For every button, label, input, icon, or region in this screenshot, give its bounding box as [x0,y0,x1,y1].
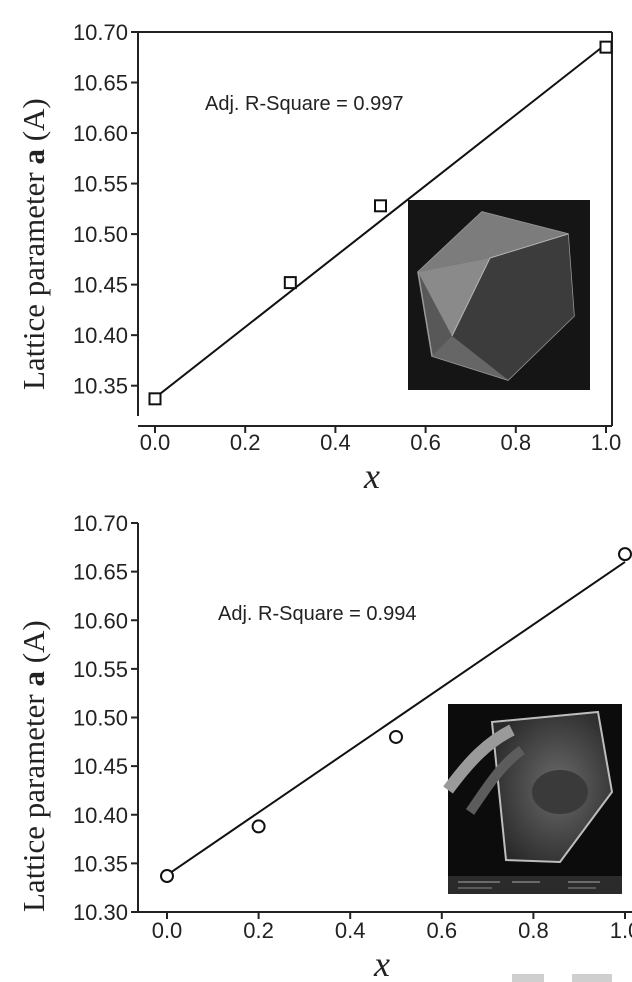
x-tick-labels-top: 0.0 0.2 0.4 0.6 0.8 1.0 [140,430,622,455]
y-tick-label: 10.70 [73,20,128,45]
data-point [619,548,631,560]
data-point [285,277,296,288]
x-tick-label: 0.0 [152,918,183,943]
x-tick-label: 0.0 [140,430,171,455]
y-tick-label: 10.55 [73,172,128,197]
x-tick-label: 1.0 [591,430,622,455]
data-point [150,393,161,404]
edge-artifact [572,974,612,982]
y-tick-label: 10.45 [73,754,128,779]
y-tick-label: 10.65 [73,71,128,96]
x-tick-label: 0.8 [501,430,532,455]
y-tick-label: 10.70 [73,511,128,536]
y-tick-label: 10.55 [73,657,128,682]
x-tick-label: 0.8 [518,918,549,943]
y-tick-label: 10.45 [73,273,128,298]
y-tick-labels-top: 10.35 10.40 10.45 10.50 10.55 10.60 10.65 10.70 [73,20,128,399]
x-tick-label: 0.4 [320,430,351,455]
sem-crystal-image [448,704,622,894]
y-tick-label: 10.40 [73,803,128,828]
sem-octahedral-crystal-image [408,200,590,390]
y-tick-label: 10.60 [73,121,128,146]
y-tick-label: 10.60 [73,608,128,633]
data-point [375,200,386,211]
edge-artifact [512,974,544,982]
x-axis-label-bottom: x [373,944,390,982]
y-tick-labels-bottom: 10.30 10.35 10.40 10.45 10.50 10.55 10.60 10.65… [73,511,128,925]
panel-top: 10.35 10.40 10.45 10.50 10.55 10.60 10.65 10.70… [16,20,621,496]
x-tick-label: 0.2 [243,918,274,943]
data-point [253,820,265,832]
x-tick-label: 0.6 [427,918,458,943]
y-axis-label-bottom: Lattice parameter a (A) [16,620,51,912]
x-axis-label-top: x [363,456,380,496]
panel-bottom: 10.30 10.35 10.40 10.45 10.50 10.55 10.60 10.65… [16,511,632,982]
x-tick-labels-bottom: 0.0 0.2 0.4 0.6 0.8 1.0 [152,918,632,943]
data-point [601,42,612,53]
y-tick-label: 10.35 [73,374,128,399]
y-tick-label: 10.30 [73,900,128,925]
y-tick-label: 10.65 [73,560,128,585]
y-tick-label: 10.35 [73,851,128,876]
x-tick-label: 0.4 [335,918,366,943]
y-axis-label-top: Lattice parameter a (A) [16,98,51,390]
x-tick-label: 0.6 [410,430,441,455]
y-tick-label: 10.50 [73,706,128,731]
y-tick-label: 10.50 [73,222,128,247]
data-point [390,731,402,743]
r-square-annotation-bottom: Adj. R-Square = 0.994 [218,603,416,625]
x-tick-label: 0.2 [230,430,261,455]
y-tick-label: 10.40 [73,323,128,348]
r-square-annotation-top: Adj. R-Square = 0.997 [205,93,403,115]
data-point [161,870,173,882]
x-tick-label: 1.0 [610,918,632,943]
